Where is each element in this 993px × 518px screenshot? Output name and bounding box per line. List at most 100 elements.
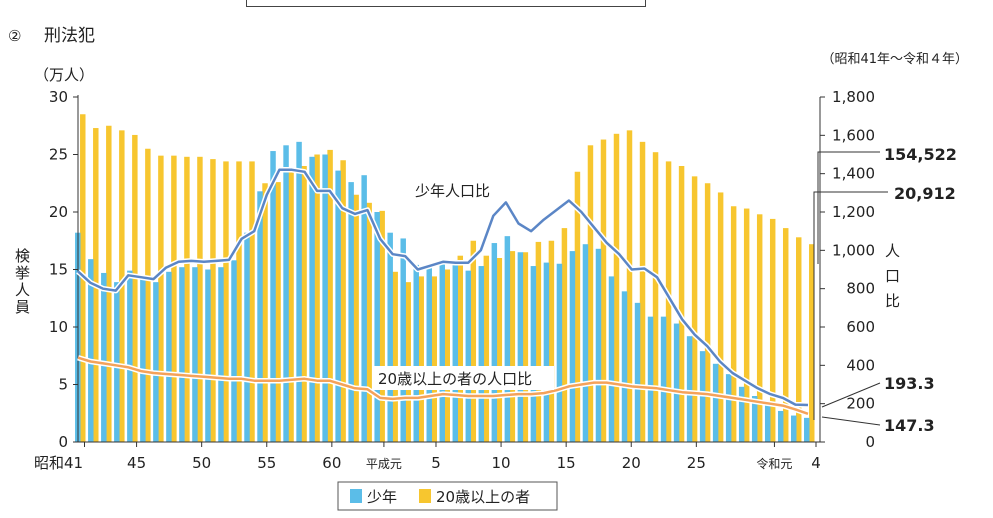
youth-count-label: 20,912	[894, 184, 956, 203]
left-tick-label: 0	[58, 433, 68, 451]
bar-youth	[517, 252, 524, 442]
bar-youth	[231, 260, 237, 442]
bar-youth	[738, 386, 745, 442]
bar-adult	[639, 141, 646, 442]
bar-youth	[127, 270, 133, 442]
bar-youth	[88, 259, 94, 442]
x-tick-label: 10	[492, 454, 511, 472]
bar-adult	[652, 152, 659, 442]
x-tick-label: 60	[322, 454, 341, 472]
bar-youth	[504, 236, 511, 442]
left-axis-unit: （万人）	[34, 66, 94, 84]
bar-youth	[426, 264, 432, 442]
bar-youth	[192, 267, 198, 442]
bar-adult	[574, 171, 581, 442]
right-tick-label: 1,600	[832, 126, 875, 144]
bar-adult	[145, 148, 151, 442]
bar-adult	[262, 183, 268, 442]
bar-adult	[171, 155, 177, 442]
bar-youth	[569, 251, 576, 442]
bar-adult	[626, 130, 633, 442]
bar-youth	[179, 267, 185, 442]
legend-box	[337, 481, 558, 511]
bar-adult	[717, 192, 724, 442]
bar-adult	[379, 210, 385, 442]
bar-youth	[244, 232, 250, 442]
bar-youth	[114, 282, 120, 442]
bar-adult	[314, 154, 320, 442]
right-tick-label: 200	[846, 395, 875, 413]
adult-ratio-line	[77, 356, 809, 415]
left-tick-label: 25	[49, 146, 68, 164]
bar-adult	[613, 133, 620, 443]
bar-youth	[439, 261, 445, 442]
bar-youth	[764, 405, 771, 442]
youth-ratio-end-label: 193.3	[884, 374, 935, 393]
bar-youth	[804, 417, 810, 442]
bar-youth	[400, 238, 406, 442]
bar-adult	[743, 208, 750, 442]
x-tick-label: 平成元	[366, 457, 402, 471]
bar-youth	[413, 264, 419, 442]
bar-adult	[184, 156, 190, 443]
youth-ratio-label: 少年人口比	[415, 182, 490, 200]
bar-youth	[543, 262, 550, 442]
bar-youth	[673, 323, 680, 442]
bar-adult	[236, 161, 242, 442]
bar-youth	[166, 271, 172, 442]
right-tick-label: 800	[846, 280, 875, 298]
bar-adult	[158, 155, 164, 442]
bar-youth	[348, 182, 354, 442]
bar-adult	[769, 218, 776, 442]
bar-adult	[691, 176, 698, 442]
bar-adult	[796, 237, 802, 442]
bar-adult	[535, 241, 542, 442]
bar-adult	[431, 276, 437, 442]
bar-youth	[270, 151, 276, 443]
bar-adult	[782, 228, 789, 442]
legend: 少年 20歳以上の者	[337, 481, 558, 511]
legend-label: 少年	[367, 488, 397, 506]
bar-youth	[791, 415, 797, 442]
bar-adult	[366, 202, 372, 442]
bar-adult	[249, 161, 255, 442]
bar-adult	[340, 160, 346, 442]
left-tick-label: 15	[49, 261, 68, 279]
x-tick-label: 50	[192, 454, 211, 472]
x-tick-label: 45	[127, 454, 146, 472]
bar-youth	[699, 351, 706, 442]
bar-youth	[374, 212, 380, 442]
adult-count-label: 154,522	[884, 145, 957, 164]
bar-youth	[322, 154, 328, 442]
x-tick-label: 昭和41	[34, 454, 83, 472]
x-tick-label: 20	[622, 454, 641, 472]
bar-youth	[608, 276, 615, 442]
bar-youth	[751, 396, 758, 442]
bar-adult	[704, 183, 711, 442]
bar-youth	[296, 141, 302, 442]
bar-adult	[470, 240, 477, 442]
bar-adult	[275, 182, 281, 442]
bar-adult	[509, 251, 516, 442]
left-tick-label: 10	[49, 318, 68, 336]
bar-youth	[218, 267, 224, 442]
x-tick-label: 5	[431, 454, 441, 472]
right-tick-label: 400	[846, 356, 875, 374]
axes-group: 0 5 10 15 20 25 30 0 200 400 600 800 1,000 1,200 1,400…	[34, 88, 875, 472]
bar-youth	[153, 282, 159, 442]
bar-adult	[457, 255, 464, 442]
x-tick-label: 55	[257, 454, 276, 472]
bar-youth	[335, 170, 341, 442]
bar-adult	[353, 194, 359, 442]
left-axis-title: 検挙人員	[13, 248, 31, 316]
bar-adult	[444, 269, 450, 442]
legend-swatch	[419, 489, 431, 503]
bar-adult	[600, 139, 607, 443]
bar-adult	[756, 214, 763, 442]
right-tick-label: 1,200	[832, 203, 875, 221]
adult-ratio-label-bg	[374, 366, 554, 390]
bar-youth	[777, 410, 784, 442]
right-axis-title: 人口比	[883, 243, 901, 318]
bar-youth	[465, 270, 472, 442]
right-tick-label: 1,800	[832, 88, 875, 106]
